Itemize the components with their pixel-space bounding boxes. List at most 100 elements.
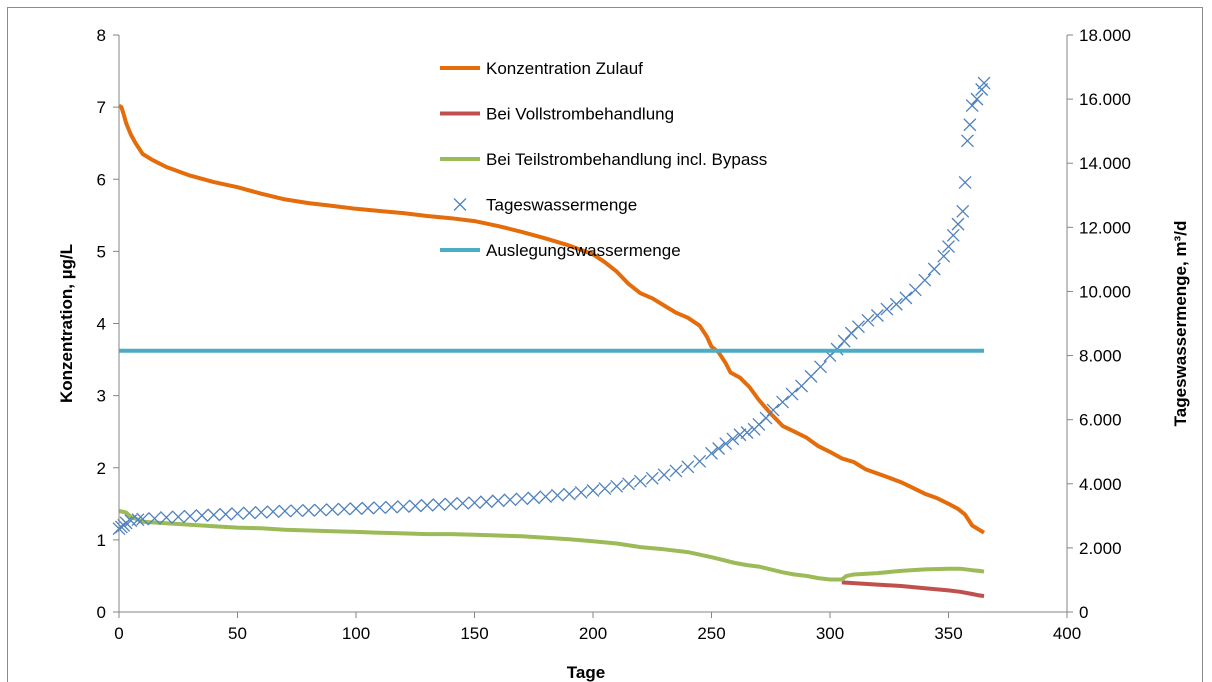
data-point-x-marker	[290, 504, 304, 518]
y-left-tick-label: 2	[97, 459, 106, 478]
y-right-tick-label: 16.000	[1079, 90, 1131, 109]
y-right-tick-label: 18.000	[1079, 26, 1131, 45]
data-point-x-marker	[385, 500, 399, 514]
data-point-x-marker	[574, 485, 588, 499]
legend-label: Tageswassermenge	[486, 196, 637, 215]
y-right-tick-label: 8.000	[1079, 347, 1122, 366]
data-point-x-marker	[681, 460, 695, 474]
data-point-x-marker	[963, 118, 977, 132]
data-point-x-marker	[550, 488, 564, 502]
data-point-x-marker	[880, 302, 894, 316]
data-point-x-marker	[951, 217, 965, 231]
data-point-x-marker	[159, 510, 173, 524]
data-point-x-marker	[956, 204, 970, 218]
data-point-x-marker	[586, 484, 600, 497]
data-point-x-marker	[861, 313, 875, 327]
data-point-x-marker	[325, 503, 339, 517]
data-point-x-marker	[927, 262, 941, 276]
data-point-x-marker	[254, 505, 268, 519]
axes: 0 50 100 150 200 250 300 350 400 0 1 2 3 4 5 6 7 8 0 2.000 4…	[57, 26, 1190, 682]
data-point-x-marker	[918, 273, 932, 287]
data-point-x-marker	[733, 428, 747, 442]
series-line-bei-teilstrombehandlung-incl-bypass	[118, 509, 985, 582]
data-point-x-marker	[889, 297, 903, 311]
y-right-tick-label: 10.000	[1079, 282, 1131, 301]
data-point-x-marker	[148, 511, 162, 525]
data-point-x-marker	[814, 360, 827, 374]
data-point-x-marker	[610, 479, 624, 493]
data-point-x-marker	[622, 477, 636, 491]
data-point-x-marker	[468, 496, 481, 510]
data-point-x-marker	[456, 496, 470, 510]
x-tick-label: 0	[114, 624, 123, 643]
data-point-x-marker	[515, 492, 529, 506]
data-point-x-marker	[420, 498, 434, 512]
x-tick-label: 200	[579, 624, 607, 643]
series-line-bei-vollstrombehandlung	[841, 580, 985, 599]
x-tick-label: 150	[460, 624, 488, 643]
data-point-x-marker	[408, 499, 422, 513]
data-point-x-marker	[970, 92, 984, 106]
data-point-x-marker	[195, 509, 209, 522]
y-right-tick-label: 14.000	[1079, 154, 1131, 173]
legend-label: Bei Vollstrombehandlung	[486, 105, 674, 124]
y-right-tick-label: 6.000	[1079, 411, 1122, 430]
x-tick-label: 350	[934, 624, 962, 643]
y-left-tick-label: 3	[97, 387, 106, 406]
legend-item: Konzentration Zulauf	[440, 59, 643, 78]
data-point-x-marker	[645, 471, 659, 485]
data-point-x-marker	[444, 497, 458, 511]
data-point-x-marker	[946, 228, 960, 242]
y-left-tick-label: 5	[97, 242, 106, 261]
data-point-x-marker	[977, 76, 991, 90]
series-line-konzentration-zulauf	[117, 103, 986, 535]
legend-item: Bei Teilstrombehandlung incl. Bypass	[440, 150, 767, 169]
data-point-x-marker	[432, 498, 446, 512]
y-left-tick-label: 6	[97, 170, 106, 189]
data-point-x-marker	[851, 320, 865, 334]
x-tick-label: 50	[228, 624, 247, 643]
legend-label: Konzentration Zulauf	[486, 59, 643, 78]
data-point-x-marker	[705, 446, 718, 460]
x-tick-label: 250	[697, 624, 725, 643]
data-point-x-marker	[313, 503, 327, 517]
y-left-tick-label: 4	[97, 315, 106, 334]
data-point-x-marker	[726, 432, 740, 446]
data-point-x-marker	[207, 508, 221, 522]
data-point-x-marker	[266, 505, 280, 519]
y-left-tick-label: 7	[97, 98, 106, 117]
data-point-x-marker	[219, 507, 233, 521]
legend-label: Bei Teilstrombehandlung incl. Bypass	[486, 150, 767, 169]
data-point-x-marker	[373, 501, 387, 515]
data-point-x-marker	[183, 509, 197, 523]
data-point-x-marker	[562, 487, 576, 501]
data-point-x-marker	[961, 134, 974, 148]
data-point-x-marker	[302, 503, 316, 517]
data-point-x-marker	[349, 502, 363, 516]
y-axis-right-title: Tageswassermenge, m³/d	[1171, 221, 1190, 427]
data-point-x-marker	[785, 387, 799, 401]
y-right-tick-label: 12.000	[1079, 218, 1131, 237]
data-point-x-marker	[965, 99, 979, 112]
y-right-tick-label: 0	[1079, 603, 1088, 622]
data-point-x-marker	[479, 495, 493, 509]
y-left-tick-label: 0	[97, 603, 106, 622]
data-point-x-marker	[693, 454, 707, 468]
data-point-x-marker	[719, 437, 733, 451]
y-right-tick-label: 2.000	[1079, 539, 1122, 558]
legend-label: Auslegungswassermenge	[486, 241, 681, 260]
legend-item: Tageswassermenge	[453, 196, 637, 215]
data-point-x-marker	[171, 510, 185, 524]
data-point-x-marker	[503, 493, 517, 507]
data-point-x-marker	[337, 502, 351, 516]
legend: Konzentration Zulauf Bei Vollstrombehandl…	[440, 59, 767, 260]
data-point-x-marker	[776, 395, 790, 409]
data-point-x-marker	[899, 291, 913, 305]
series-tageswassermenge	[112, 76, 991, 536]
y-left-tick-label: 1	[97, 531, 106, 550]
data-point-x-marker	[633, 474, 647, 488]
legend-marker-x	[453, 198, 467, 211]
data-point-x-marker	[491, 494, 505, 508]
y-left-tick-label: 8	[97, 26, 106, 45]
